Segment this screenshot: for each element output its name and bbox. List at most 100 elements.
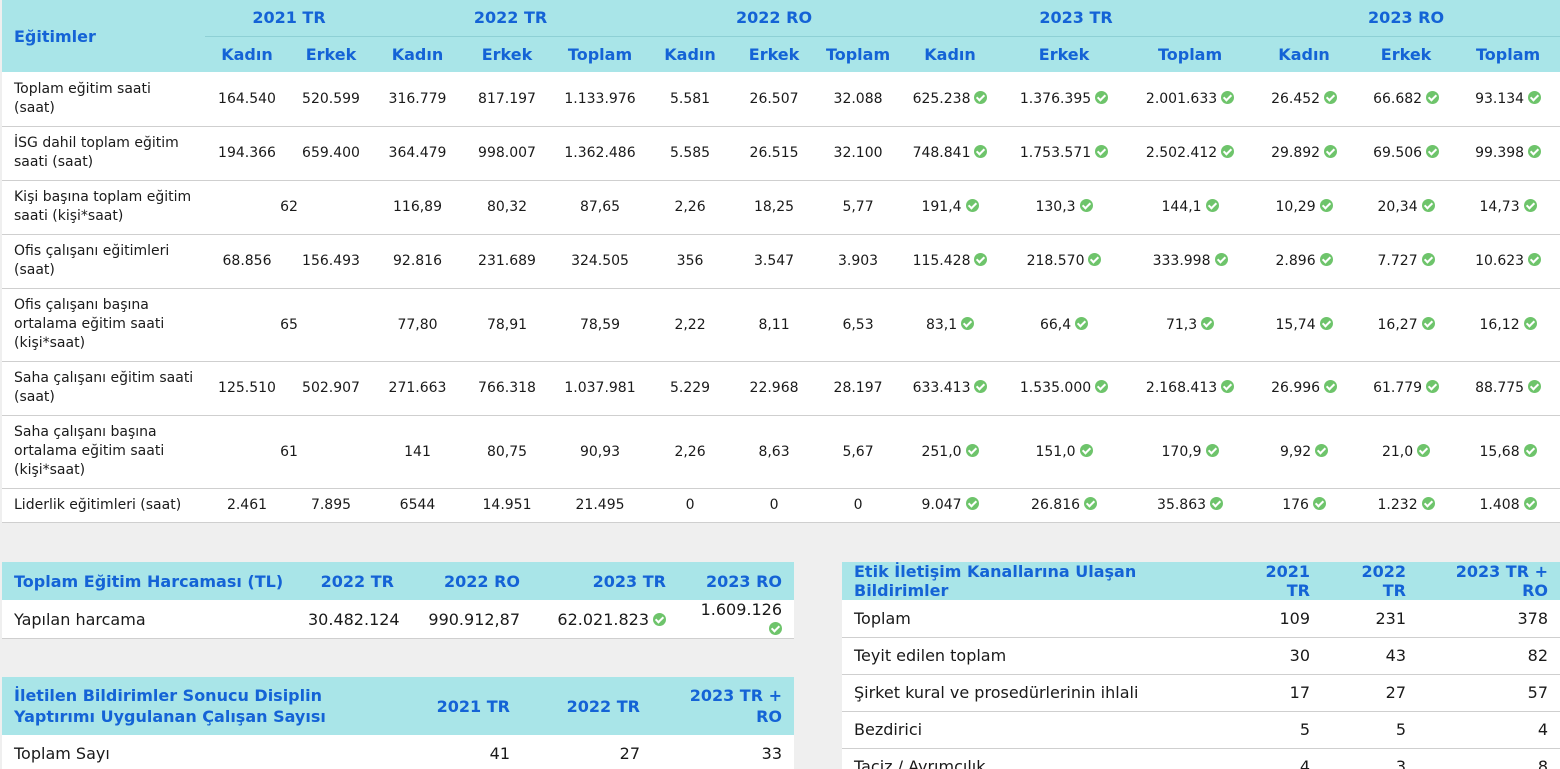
cell-value: 2.502.412 <box>1145 145 1218 161</box>
cell: 68.856 <box>205 234 289 289</box>
cell-value: 78,59 <box>579 316 621 333</box>
cell: 87,65 <box>552 180 649 235</box>
cell-value: 5.229 <box>669 380 711 396</box>
cell-value: 115.428 <box>912 253 971 269</box>
cell: 71,3 <box>1128 288 1253 362</box>
verified-check-icon <box>1088 253 1102 266</box>
cell: 3.903 <box>816 234 901 289</box>
cell-value: 8 <box>1418 748 1560 769</box>
cell-value: 9.047 <box>921 497 962 513</box>
cell-value: 170,9 <box>1161 443 1202 460</box>
cell: 83,1 <box>900 288 1001 362</box>
cell-value: 218.570 <box>1026 253 1085 269</box>
column-header: 2022 TR <box>296 562 406 600</box>
cell-value: 625.238 <box>912 90 971 107</box>
cell: 80,75 <box>462 415 552 489</box>
cell-value: 271.663 <box>388 380 447 396</box>
cell-value: 0 <box>685 497 695 513</box>
verified-check-icon <box>1528 380 1542 393</box>
cell-value: 1.535.000 <box>1019 380 1092 396</box>
cell: 15,68 <box>1456 415 1560 489</box>
cell: 99.398 <box>1456 126 1560 181</box>
cell-value: 62.021.823 <box>557 609 649 629</box>
cell-value: 22.968 <box>749 380 799 396</box>
row-label: Ofis çalışanı eğitimleri (saat) <box>2 234 205 289</box>
cell-value: 29.892 <box>1271 145 1321 161</box>
verified-check-icon <box>1523 316 1537 330</box>
cell-value: 21,0 <box>1381 443 1414 460</box>
cell: 26.996 <box>1252 361 1357 416</box>
verified-check-icon <box>1421 497 1435 510</box>
cell-value: 356 <box>676 253 704 269</box>
cell: 0 <box>816 488 901 523</box>
cell: 141 <box>373 415 462 489</box>
cell: 364.479 <box>373 126 462 181</box>
cell-value: 0 <box>853 497 863 513</box>
table-row: Taciz / Ayrımcılık 4 3 8 <box>842 748 1560 769</box>
column-header: 2021 TR <box>402 677 522 735</box>
cell: 3.547 <box>732 234 817 289</box>
cell: 6,53 <box>816 288 901 362</box>
cell: 170,9 <box>1128 415 1253 489</box>
cell: 9.047 <box>900 488 1001 523</box>
cell-value: 0 <box>769 497 779 513</box>
cell-value: 109 <box>1226 600 1322 638</box>
cell: 26.816 <box>1000 488 1129 523</box>
cell-value: 26.996 <box>1271 380 1321 396</box>
cell-value: 990.912,87 <box>428 609 520 629</box>
table-row: Saha çalışanı eğitim saati (saat) 125.510… <box>2 361 1560 416</box>
verified-check-icon <box>1201 316 1215 330</box>
cell: 35.863 <box>1128 488 1253 523</box>
subheader: Toplam <box>816 35 901 72</box>
cell-value: 6,53 <box>842 316 874 333</box>
row-label: Taciz / Ayrımcılık <box>842 748 1226 769</box>
cell-value: 83,1 <box>925 316 958 333</box>
cell: 21.495 <box>552 488 649 523</box>
cell: 5,77 <box>816 180 901 235</box>
cell-value: 65 <box>280 316 298 333</box>
cell-value: 1.037.981 <box>564 380 636 396</box>
cell-value: 231.689 <box>478 253 536 269</box>
cell-value: 364.479 <box>388 145 447 161</box>
cell: 92.816 <box>373 234 462 289</box>
verified-check-icon <box>1079 443 1093 457</box>
cell-value: 88.775 <box>1475 380 1525 396</box>
cell: 5,67 <box>816 415 901 489</box>
cell-value: 1.408 <box>1479 497 1520 513</box>
cell-value: 191,4 <box>921 199 962 215</box>
cell: 817.197 <box>462 72 552 127</box>
cell-value: 92.816 <box>393 253 442 269</box>
verified-check-icon <box>1426 145 1440 158</box>
cell-value: 5.581 <box>669 90 711 107</box>
group-header: 2022 TR <box>373 0 649 36</box>
subheader: Erkek <box>732 35 817 72</box>
cell: 14.951 <box>462 488 552 523</box>
cell-value: 5 <box>1322 711 1418 749</box>
cell: 16,27 <box>1356 288 1457 362</box>
cell: 2.168.413 <box>1128 361 1253 416</box>
cell-value: 14,73 <box>1479 199 1520 215</box>
cell-value: 502.907 <box>302 380 360 396</box>
cell-value: 2.461 <box>226 497 268 513</box>
cell: 28.197 <box>816 361 901 416</box>
cell: 156.493 <box>289 234 373 289</box>
cell: 77,80 <box>373 288 462 362</box>
verified-check-icon <box>1426 380 1440 393</box>
cell-value: 998.007 <box>478 145 536 161</box>
cell: 164.540 <box>205 72 289 127</box>
verified-check-icon <box>1319 253 1333 266</box>
cell-value: 2.168.413 <box>1145 380 1218 396</box>
subheader: Kadın <box>373 35 462 72</box>
training-table-title: Eğitimler <box>2 0 205 72</box>
cell: 8,63 <box>732 415 817 489</box>
cell-value: 766.318 <box>478 380 536 396</box>
cell: 88.775 <box>1456 361 1560 416</box>
cell: 90,93 <box>552 415 649 489</box>
cell: 78,59 <box>552 288 649 362</box>
cell: 7.895 <box>289 488 373 523</box>
cell-value: 176 <box>1282 497 1309 513</box>
discipline-table: İletilen Bildirimler Sonucu Disiplin Yap… <box>2 677 794 769</box>
verified-check-icon <box>1421 199 1435 212</box>
verified-check-icon <box>1426 90 1440 104</box>
cell: 32.100 <box>816 126 901 181</box>
